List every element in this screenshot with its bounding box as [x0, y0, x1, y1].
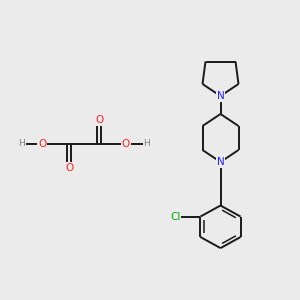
Text: O: O [95, 115, 103, 125]
Text: O: O [122, 139, 130, 149]
Text: H: H [144, 140, 150, 148]
Text: O: O [65, 163, 73, 173]
Text: Cl: Cl [170, 212, 181, 222]
Text: N: N [217, 91, 224, 101]
Text: O: O [38, 139, 46, 149]
Text: H: H [18, 140, 24, 148]
Text: N: N [217, 157, 224, 167]
